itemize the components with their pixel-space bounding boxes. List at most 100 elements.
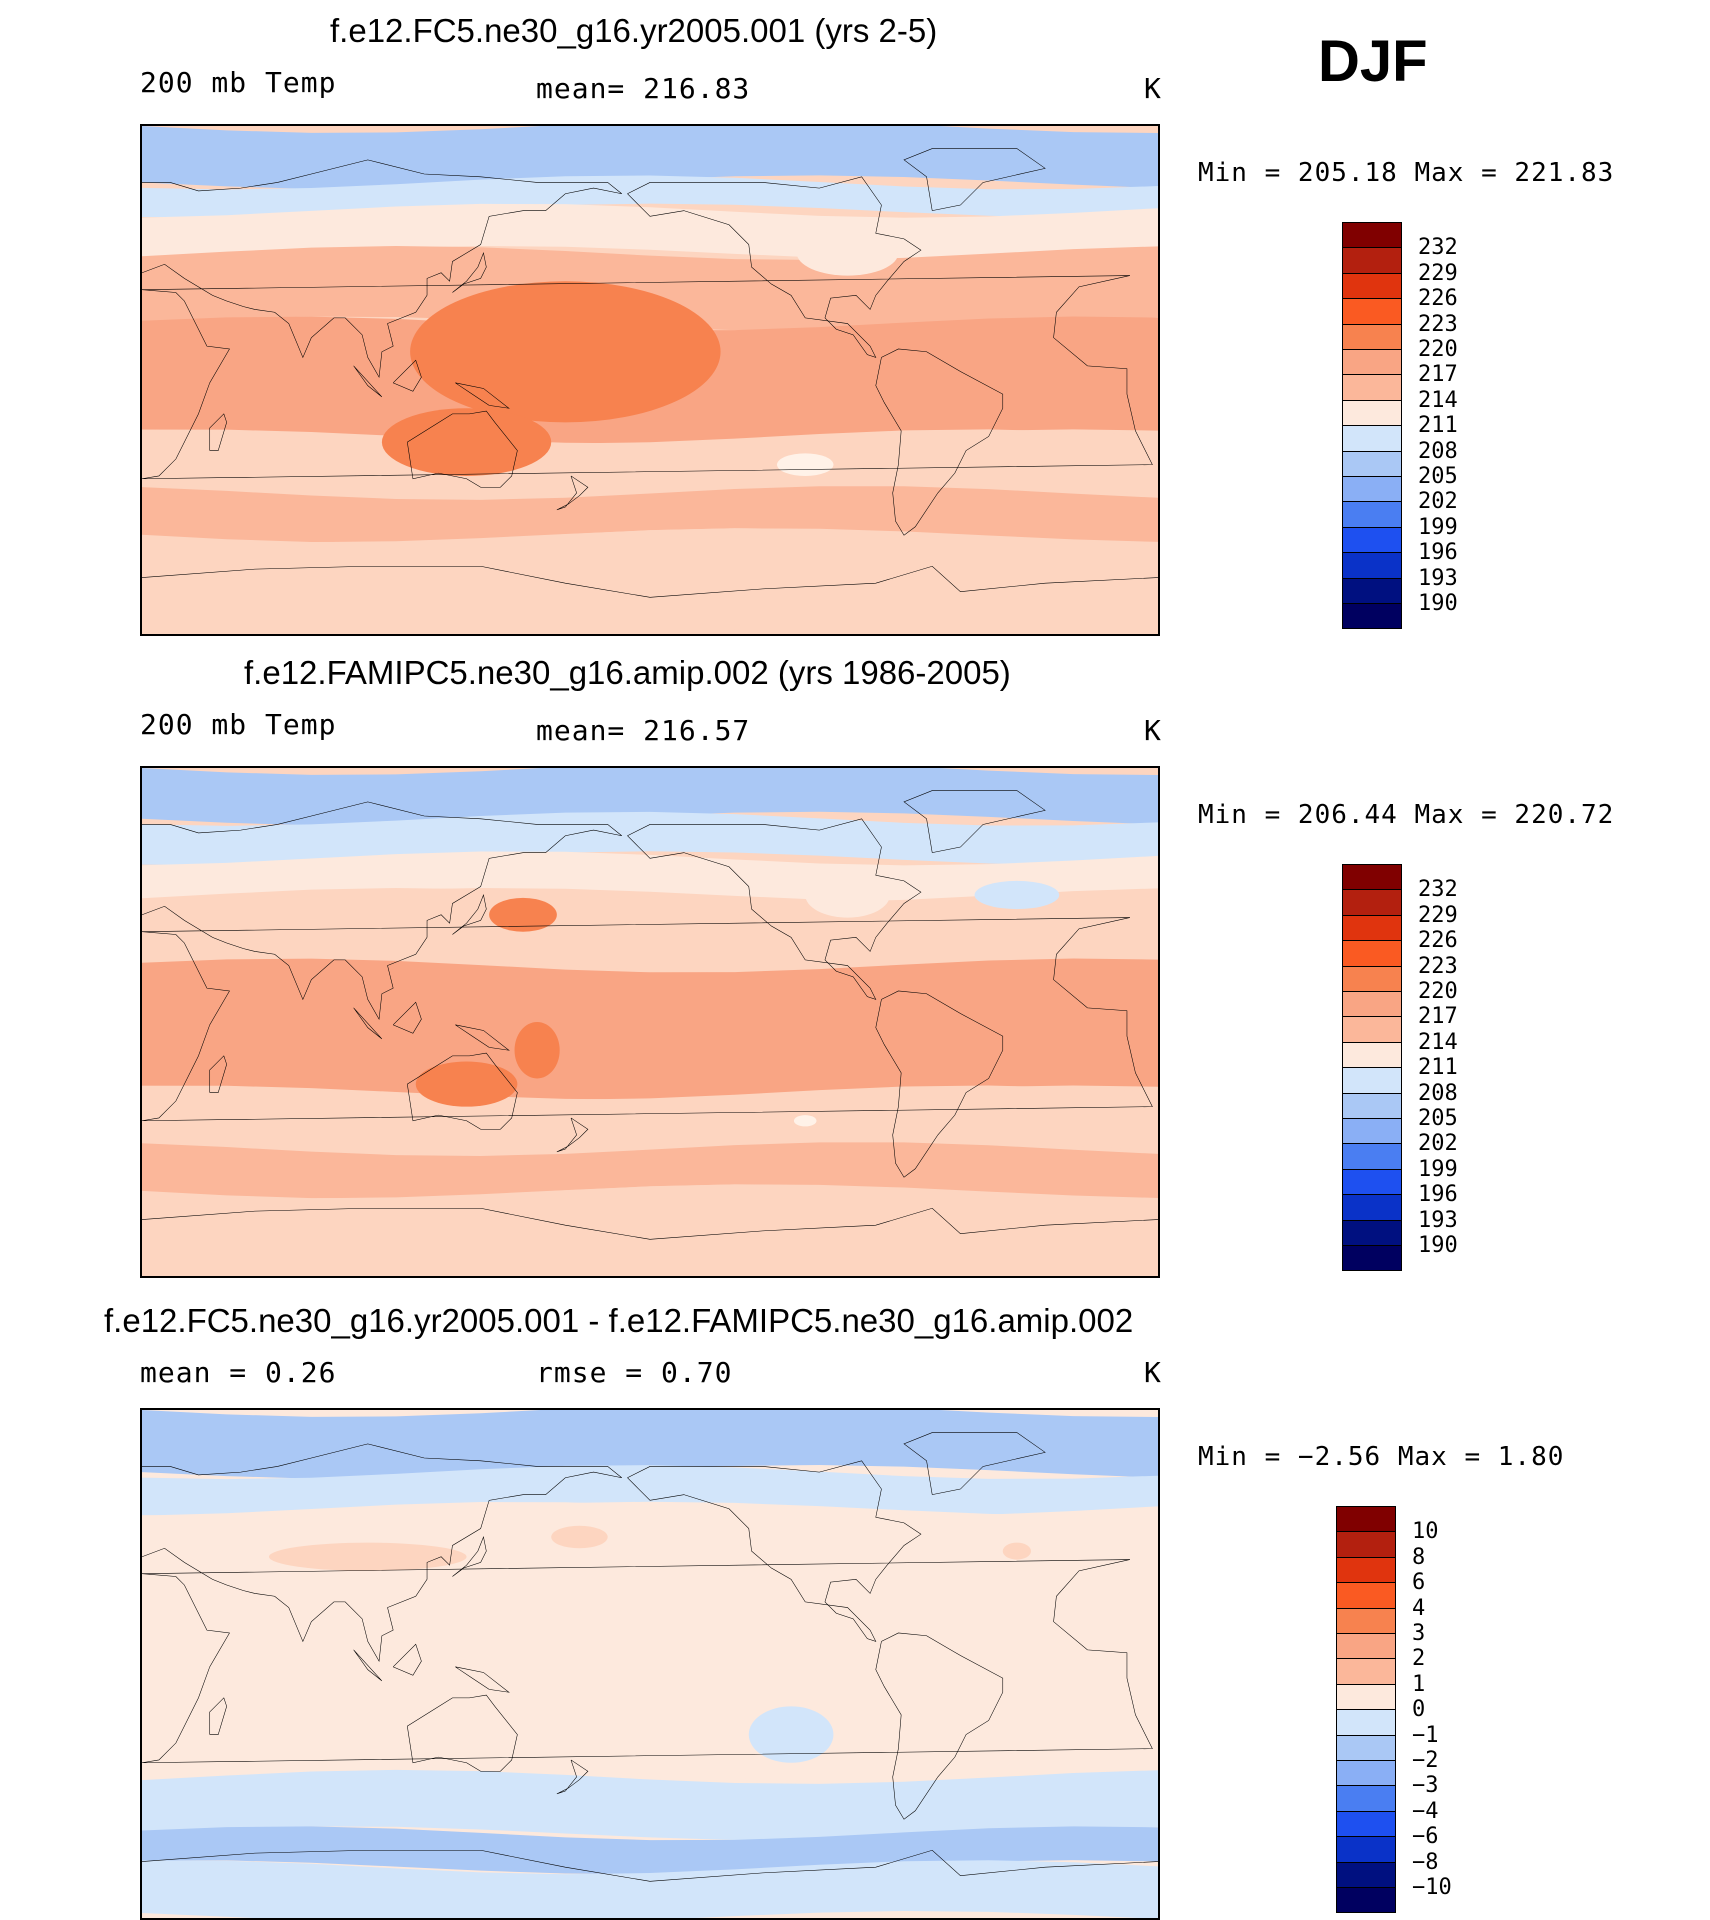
colorbar-segment bbox=[1342, 247, 1402, 274]
panel-1-mean-label: mean= 216.83 bbox=[536, 72, 751, 105]
panel-2-colorbar: 232 229 226 223 220 217 214 211 208 205 202 199 196 1… bbox=[1342, 864, 1458, 1272]
panel-3-rmse-label: rmse = 0.70 bbox=[536, 1356, 733, 1389]
coastline bbox=[904, 1433, 1045, 1495]
coastline bbox=[210, 1056, 227, 1093]
colorbar-label: 226 bbox=[1418, 928, 1458, 954]
coastline bbox=[142, 802, 622, 1019]
contour-blob bbox=[793, 1115, 817, 1127]
colorbar-segment bbox=[1342, 552, 1402, 579]
coastline bbox=[904, 149, 1045, 211]
panel-2-variable-label: 200 mb Temp bbox=[140, 708, 337, 741]
panel-2-map-svg bbox=[142, 768, 1158, 1276]
coastline bbox=[452, 253, 486, 293]
colorbar-label: 220 bbox=[1418, 979, 1458, 1004]
coastline bbox=[393, 360, 421, 391]
panel-3-colorbar: 10 8 6 4 3 2 1 0 −1 −2 −3 −4 −6 −8 −10 bbox=[1336, 1506, 1452, 1914]
colorbar-label: 208 bbox=[1418, 1080, 1458, 1106]
contour-band bbox=[142, 126, 1158, 190]
coastline bbox=[142, 1560, 1152, 1763]
coastline bbox=[142, 160, 622, 377]
colorbar-label: 193 bbox=[1418, 565, 1458, 591]
coastline bbox=[354, 1650, 382, 1681]
colorbar-label: 196 bbox=[1418, 1182, 1458, 1208]
colorbar-segment bbox=[1336, 1709, 1396, 1736]
colorbar-segment bbox=[1336, 1607, 1396, 1634]
panel-3-map-svg bbox=[142, 1410, 1158, 1918]
colorbar-label: 199 bbox=[1418, 514, 1458, 540]
panel-2-mean-label: mean= 216.57 bbox=[536, 714, 751, 747]
colorbar-label: −1 bbox=[1412, 1722, 1439, 1748]
panel-3-units-label: K bbox=[1144, 1356, 1162, 1389]
colorbar-segment bbox=[1342, 1194, 1402, 1221]
colorbar-label: 214 bbox=[1418, 1029, 1458, 1055]
colorbar-label: 8 bbox=[1412, 1544, 1426, 1570]
coastline bbox=[455, 383, 509, 408]
coastline bbox=[455, 1667, 509, 1692]
coastline bbox=[407, 1053, 517, 1129]
colorbar-segment bbox=[1336, 1658, 1396, 1685]
colorbar-segment bbox=[1342, 1168, 1402, 1196]
colorbar-segment bbox=[1342, 1219, 1402, 1246]
colorbar-label: 223 bbox=[1418, 311, 1458, 337]
coastline bbox=[876, 991, 1003, 1177]
contour-band bbox=[142, 811, 1158, 866]
colorbar-segment bbox=[1342, 1143, 1402, 1170]
colorbar-label: 2 bbox=[1412, 1646, 1426, 1672]
colorbar-label: 217 bbox=[1418, 362, 1458, 388]
colorbar-label: 3 bbox=[1412, 1621, 1426, 1646]
colorbar-label: 190 bbox=[1418, 591, 1458, 616]
colorbar-segment bbox=[1336, 1582, 1396, 1609]
coastline bbox=[407, 1695, 517, 1771]
colorbar-segment bbox=[1342, 940, 1402, 967]
coastline bbox=[627, 177, 921, 358]
colorbar-label: 199 bbox=[1418, 1156, 1458, 1182]
colorbar-label: 0 bbox=[1412, 1697, 1426, 1723]
contour-band bbox=[142, 958, 1158, 1100]
colorbar-label: 202 bbox=[1418, 489, 1458, 515]
colorbar-segment bbox=[1342, 1016, 1402, 1043]
colorbar-segment bbox=[1336, 1861, 1396, 1888]
coastline bbox=[452, 1537, 486, 1577]
coastline bbox=[142, 566, 1158, 597]
contour-blob bbox=[805, 872, 890, 918]
colorbar-label: 6 bbox=[1412, 1570, 1426, 1596]
coastline bbox=[904, 791, 1045, 853]
coastline bbox=[142, 1208, 1158, 1239]
colorbar-label: −6 bbox=[1412, 1824, 1439, 1850]
contour-blob bbox=[381, 408, 552, 476]
contour-band bbox=[142, 1860, 1158, 1918]
contour-blob bbox=[514, 1022, 560, 1079]
colorbar-label: 4 bbox=[1412, 1595, 1426, 1621]
colorbar-segment bbox=[1342, 914, 1402, 942]
colorbar-segment bbox=[1342, 450, 1402, 477]
coastline bbox=[142, 1850, 1158, 1881]
panel-1-units-label: K bbox=[1144, 72, 1162, 105]
colorbar-segment bbox=[1336, 1683, 1396, 1711]
coastline bbox=[876, 349, 1003, 535]
coastline bbox=[627, 819, 921, 1000]
colorbar-segment bbox=[1336, 1734, 1396, 1761]
season-label: DJF bbox=[1318, 29, 1428, 94]
panel-1-map-svg bbox=[142, 126, 1158, 634]
panel-1-minmax: Min = 205.18 Max = 221.83 bbox=[1198, 158, 1615, 188]
colorbar-segment bbox=[1342, 864, 1402, 891]
panel-2-units-label: K bbox=[1144, 714, 1162, 747]
colorbar-segment bbox=[1336, 1506, 1396, 1533]
coastline bbox=[393, 1002, 421, 1033]
colorbar-label: 205 bbox=[1418, 464, 1458, 489]
contour-band bbox=[142, 245, 1158, 331]
colorbar-segment bbox=[1336, 1531, 1396, 1558]
contour-blob bbox=[974, 880, 1060, 910]
colorbar-segment bbox=[1342, 374, 1402, 401]
colorbar-label: 220 bbox=[1418, 337, 1458, 362]
panel-2-title: f.e12.FAMIPC5.ne30_g16.amip.002 (yrs 198… bbox=[244, 654, 1011, 691]
colorbar-segment bbox=[1342, 1067, 1402, 1094]
colorbar-segment bbox=[1342, 298, 1402, 325]
contour-blob bbox=[410, 281, 721, 423]
colorbar-segment bbox=[1336, 1633, 1396, 1660]
coastline bbox=[142, 1444, 622, 1661]
colorbar-segment bbox=[1342, 222, 1402, 249]
colorbar-segment bbox=[1336, 1556, 1396, 1584]
colorbar-segment bbox=[1342, 323, 1402, 350]
coastline bbox=[142, 276, 1152, 479]
